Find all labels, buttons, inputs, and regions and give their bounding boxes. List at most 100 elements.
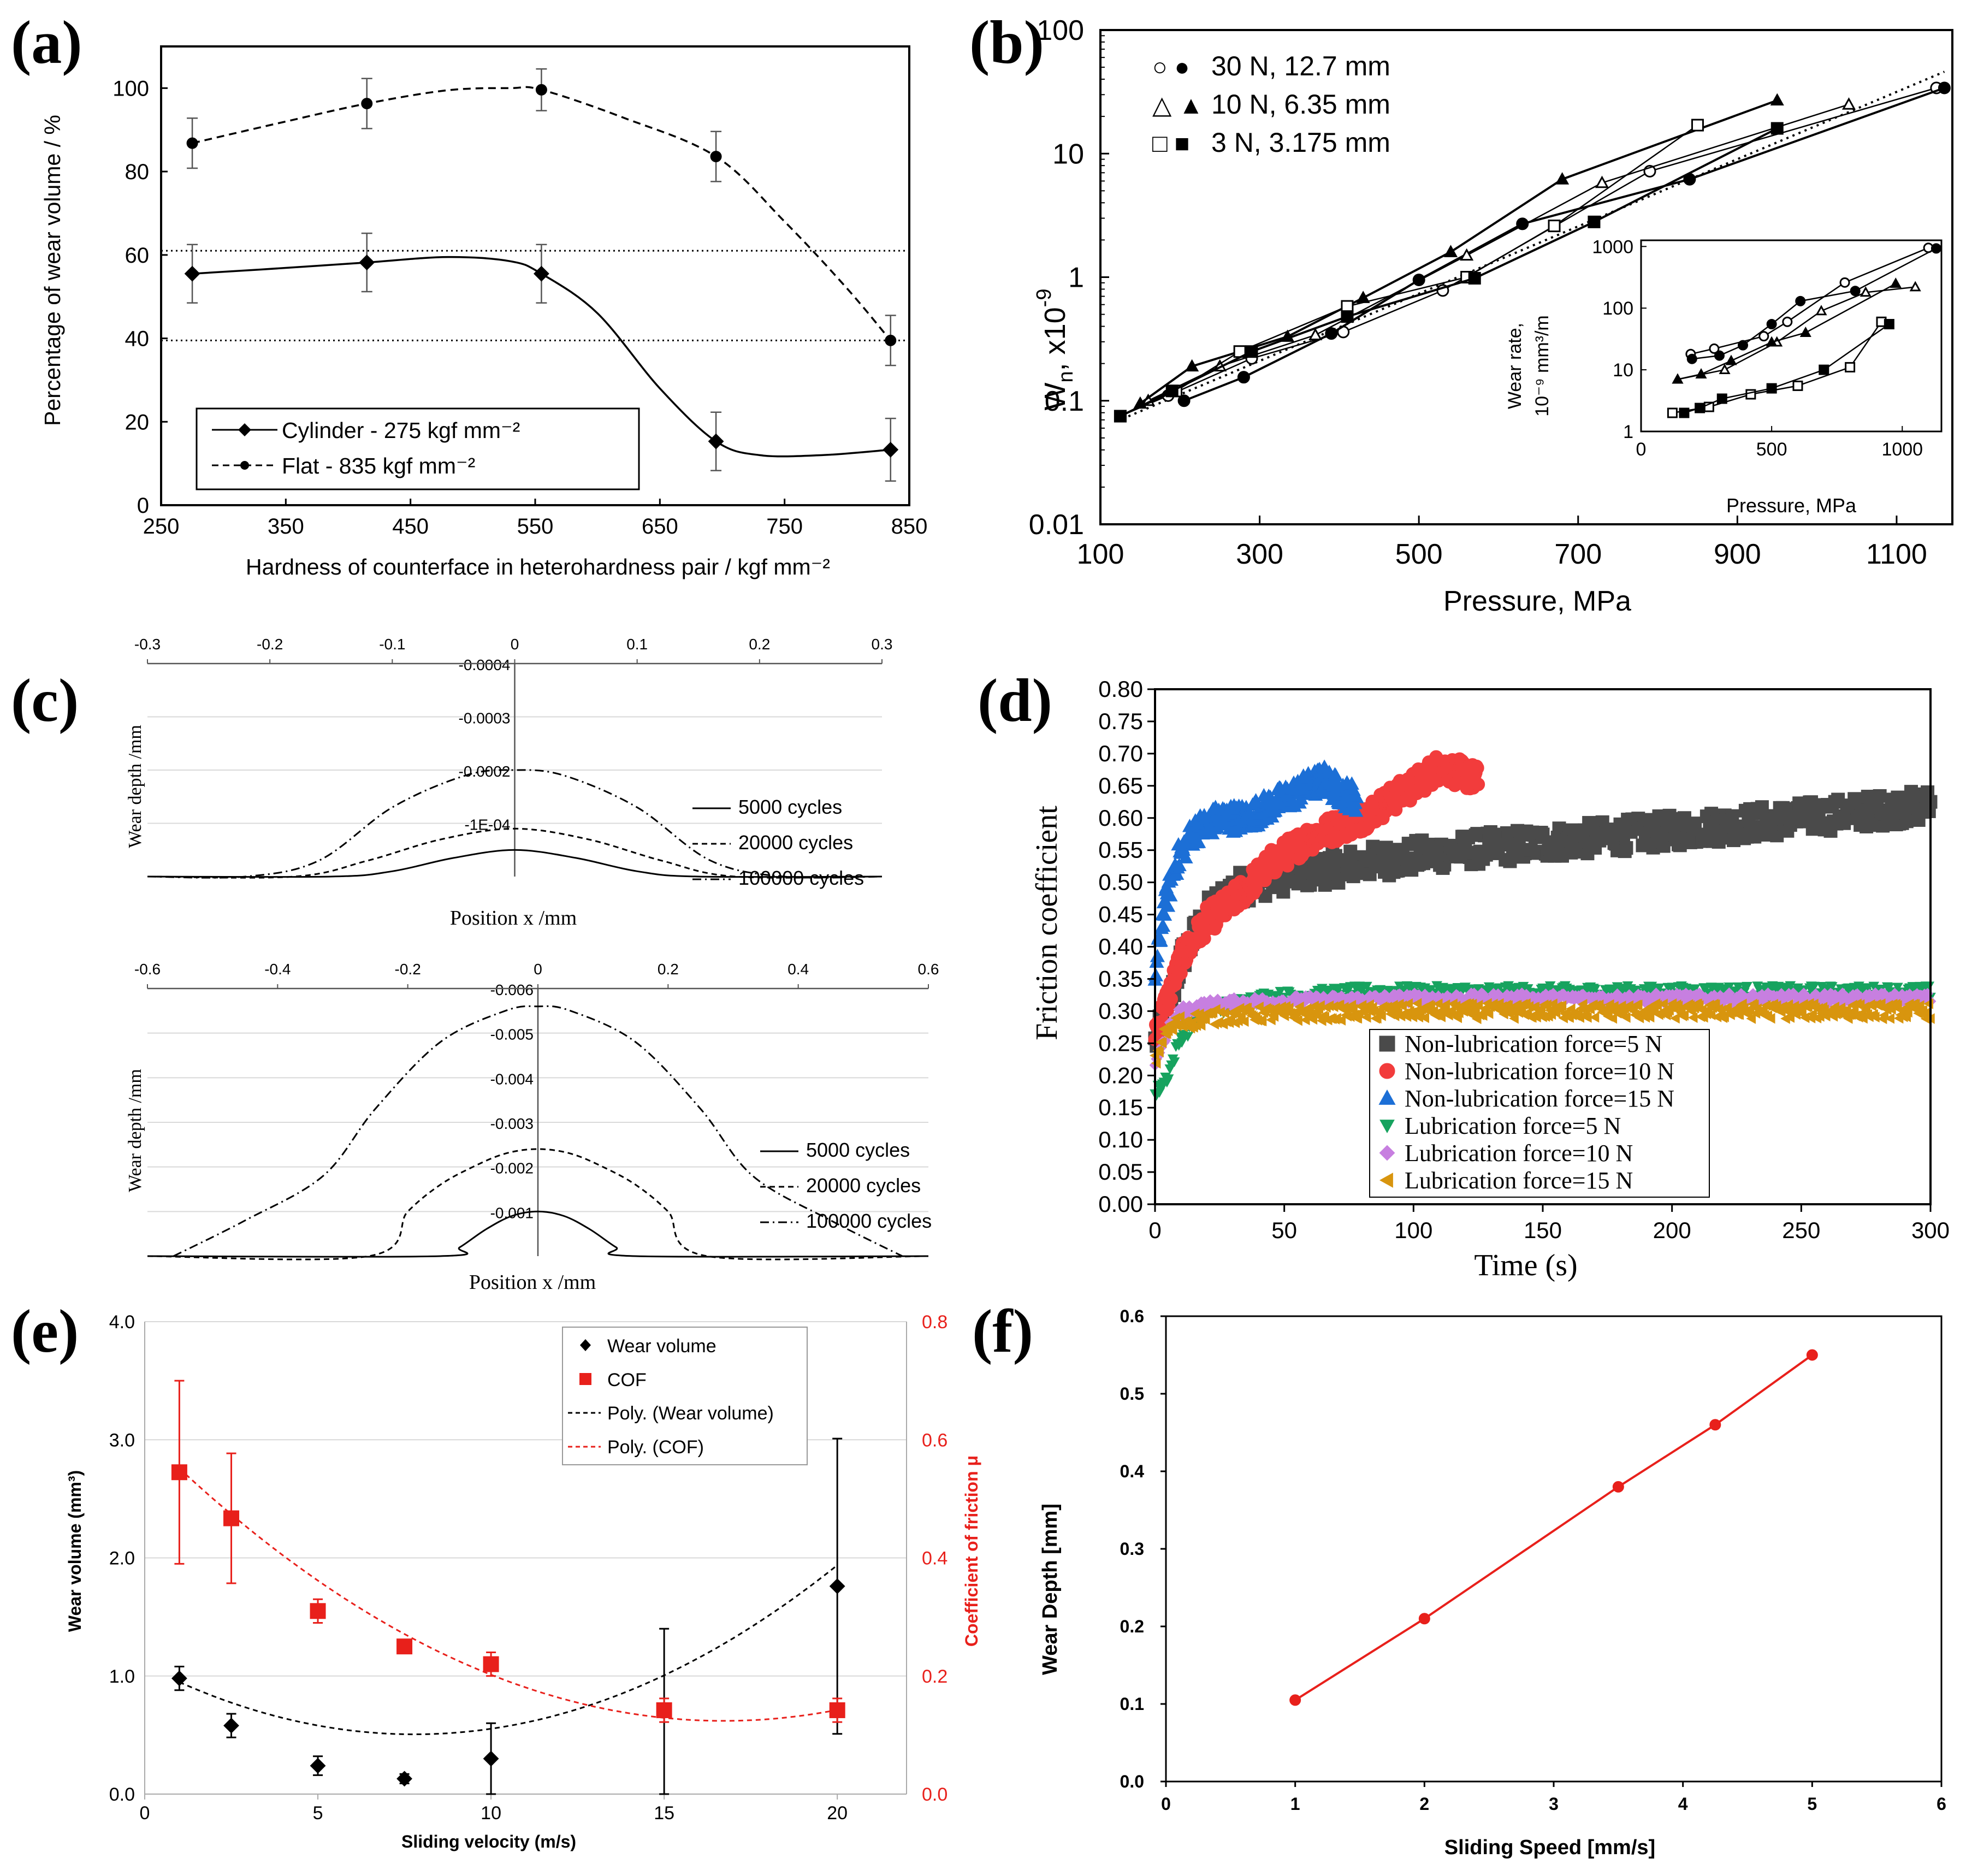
panel-b-legend-sym-3n: □ ■	[1152, 129, 1189, 157]
panel-b-xtick-5: 1100	[1866, 538, 1927, 570]
panel-f-xtick-2: 2	[1419, 1794, 1429, 1814]
panel-b-inset-series-2-point-5	[1909, 281, 1921, 292]
panel-d-series-5-point	[1167, 1024, 1177, 1035]
panel-e-xtick-0: 0	[140, 1803, 150, 1824]
panel-c2-series-0	[147, 1210, 929, 1258]
panel-d-legend-marker-1	[1379, 1063, 1395, 1079]
panel-b-series-4-point-6	[1691, 119, 1704, 132]
panel-b-inset-series-5-point-3	[1766, 383, 1777, 394]
panel-d-series-5	[1149, 998, 1935, 1069]
panel-b-inset-series-1-point-3	[1766, 319, 1777, 330]
panel-d-series-0	[1148, 785, 1938, 1053]
panel-d-series-0-point	[1860, 819, 1874, 833]
panel-b-inset-series-4-point-2	[1745, 389, 1756, 400]
panel-c2-ytick-5: -0.006	[490, 981, 534, 998]
panel-e-series-1-point-3	[396, 1638, 413, 1655]
panel-d-ytick-9: 0.45	[1098, 902, 1143, 927]
panel-b-inset-xlabel: Pressure, MPa	[1726, 494, 1857, 517]
panel-b-fit-line	[1116, 70, 1945, 423]
panel-b-inset-series-2-point-1	[1719, 364, 1731, 374]
panel-d-legend-marker-4	[1379, 1145, 1395, 1161]
panel-d-series-5-point	[1670, 1013, 1680, 1024]
panel-c1-xtick-3: 0	[511, 636, 519, 653]
panel-d-series-5-point	[1556, 1000, 1567, 1011]
panel-b-inset-series-4-point-3	[1792, 380, 1803, 391]
panel-b-inset-series-3-point-2	[1725, 354, 1737, 365]
panel-e-xlabel: Sliding velocity (m/s)	[401, 1832, 576, 1851]
panel-c2-xlabel: Position x /mm	[469, 1271, 596, 1294]
panel-d-series-5-point	[1869, 1011, 1880, 1023]
panel-b-series-5-point-2	[1245, 345, 1258, 358]
panel-d-ytick-13: 0.65	[1098, 773, 1143, 798]
panel-b-inset-series-2-point-4	[1860, 286, 1872, 297]
panel-d-legend-marker-3	[1379, 1120, 1395, 1134]
panel-d-series-3-point	[1494, 983, 1505, 993]
panel-d-xtick-3: 150	[1524, 1217, 1562, 1243]
panel-d-ytick-3: 0.15	[1098, 1094, 1143, 1120]
panel-e-ytick-0: 0.0	[109, 1784, 135, 1805]
panel-d-label: (d)	[978, 667, 1052, 735]
panel-d-ytick-16: 0.80	[1098, 676, 1143, 702]
panel-f-wear-depth-vs-speed: (f) 0 1 2 3 4 5 6 0.0 0.1 0.2 0.3 0.4 0.5 0.6 Sliding…	[972, 1298, 1946, 1859]
panel-b-series-3-point-1	[1185, 359, 1199, 372]
panel-d-series-5-point	[1239, 1016, 1249, 1027]
panel-d-series-5-point	[1412, 998, 1422, 1009]
panel-d-series-5-point	[1361, 1011, 1371, 1023]
panel-a-label: (a)	[11, 9, 82, 76]
panel-f-point-4	[1806, 1349, 1818, 1361]
panel-a-series-1-curve	[192, 86, 892, 341]
panel-d-series-2-point	[1157, 907, 1173, 921]
panel-b-inset-series-4-point-4	[1845, 362, 1856, 372]
panel-b-ylabel-main: W	[1039, 382, 1071, 410]
panel-d-legend-l10: Lubrication force=10 N	[1405, 1140, 1633, 1167]
svg-text:Wn, x10-9: Wn, x10-9	[1033, 289, 1077, 411]
panel-d-series-5-point	[1875, 998, 1886, 1009]
panel-b-inset-series-1-point-6	[1931, 243, 1941, 254]
panel-d-ytick-1: 0.05	[1098, 1159, 1143, 1185]
panel-e-series-0-point-2	[310, 1757, 326, 1774]
panel-d-xtick-4: 200	[1653, 1217, 1691, 1243]
panel-c1-xlabel: Position x /mm	[450, 907, 577, 930]
panel-d-series-3-point	[1689, 984, 1701, 995]
panel-d-series-2-point	[1348, 803, 1364, 817]
panel-f-ylabel: Wear Depth [mm]	[1039, 1504, 1062, 1675]
panel-d-series-5-point	[1879, 1010, 1889, 1021]
panel-b-ylabel-exp: -9	[1033, 289, 1056, 307]
panel-d-ytick-0: 0.00	[1098, 1191, 1143, 1217]
panel-d-series-3-point	[1862, 983, 1874, 993]
panel-b-inset-series-1-point-4	[1795, 295, 1806, 306]
panel-e-ytick-3: 3.0	[109, 1430, 135, 1451]
panel-b-legend-10n: 10 N, 6.35 mm	[1211, 89, 1390, 120]
panel-b-ytick-1: 0.1	[1045, 386, 1084, 417]
panel-d-series-3-point	[1809, 981, 1820, 992]
panel-e-series-1-point-4	[483, 1656, 499, 1672]
panel-d-series-5-point	[1644, 1011, 1655, 1023]
panel-b-inset-series-1-point-2	[1738, 340, 1749, 351]
panel-b-series-3-point-4	[1443, 245, 1458, 257]
panel-e-xtick-3: 15	[654, 1803, 674, 1824]
panel-e-ytick-right-4: 0.8	[922, 1312, 948, 1333]
panel-d-series-5-point	[1157, 1037, 1167, 1049]
panel-a-wear-volume-vs-hardness: (a) 250 350 450 550 650 750 850 0 20 40 60 80 100 Ha…	[11, 9, 927, 579]
panel-d-series-5-point	[1589, 1011, 1600, 1023]
panel-a-ylabel: Percentage of wear volume / %	[40, 115, 65, 426]
panel-b-inset-series-1-point-5	[1850, 286, 1861, 297]
panel-d-series-5-point	[1175, 1011, 1185, 1022]
panel-d-series-3-point	[1361, 981, 1372, 992]
panel-d-series-5-point	[1892, 1000, 1902, 1011]
panel-d-legend-nl10: Non-lubrication force=10 N	[1405, 1058, 1674, 1085]
panel-c-label: (c)	[11, 667, 79, 735]
panel-d-legend: Non-lubrication force=5 N Non-lubricatio…	[1369, 1029, 1710, 1198]
panel-d-series-5-point	[1483, 1008, 1494, 1019]
panel-d-series-5-point	[1154, 1046, 1164, 1058]
panel-d-series-5-point	[1679, 1010, 1689, 1021]
panel-b-series-1-point-1	[1237, 371, 1250, 384]
panel-d-ytick-6: 0.30	[1098, 998, 1143, 1023]
panel-b-inset-series-5-point-4	[1819, 364, 1829, 375]
panel-b-xlabel: Pressure, MPa	[1443, 585, 1631, 617]
panel-a-xtick-3: 550	[517, 514, 554, 538]
panel-f-ytick-1: 0.1	[1120, 1694, 1144, 1714]
panel-b-series-2-point-2	[1308, 328, 1323, 341]
panel-e-series-1-point-0	[171, 1464, 187, 1481]
